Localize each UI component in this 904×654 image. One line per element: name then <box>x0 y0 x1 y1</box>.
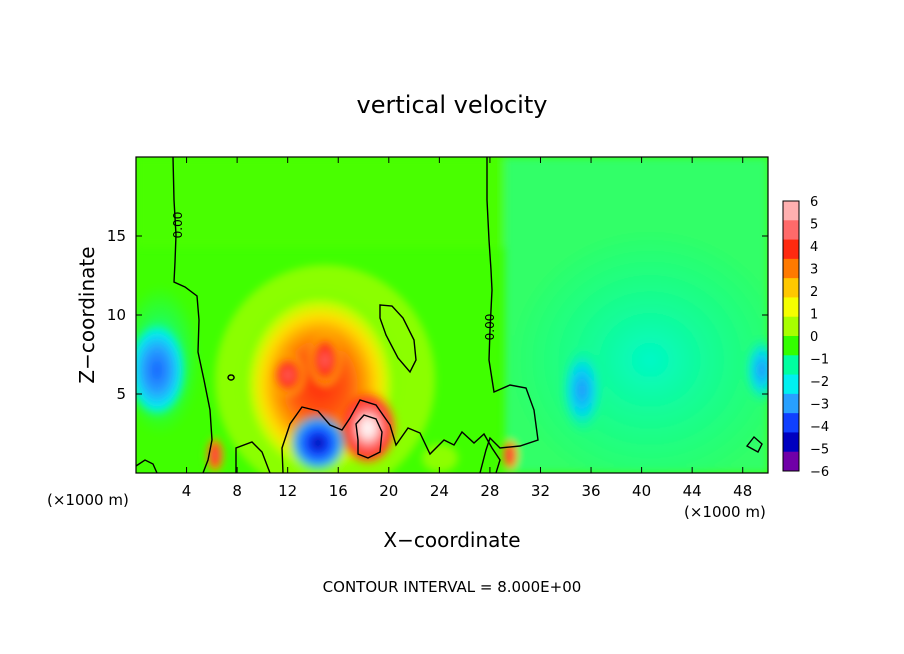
colorbar-swatch <box>783 220 799 241</box>
y-tick-label: 5 <box>116 385 126 403</box>
contour-island <box>379 304 417 374</box>
x-tick-label: 36 <box>581 482 600 500</box>
y-tick-label: 10 <box>107 306 126 324</box>
x-tick-label: 32 <box>531 482 550 500</box>
x-tick-label: 48 <box>733 482 752 500</box>
contour-left-bottom <box>136 459 158 473</box>
x-axis: 4 8 12 16 20 24 28 32 36 40 44 48 <box>182 157 752 500</box>
colorbar-swatch <box>783 451 799 472</box>
y-axis-label: Z−coordinate <box>75 246 99 383</box>
x-tick-label: 28 <box>480 482 499 500</box>
colorbar-label: 1 <box>810 308 818 323</box>
colorbar-label: −2 <box>810 375 829 390</box>
contour-interval-note: CONTOUR INTERVAL = 8.000E+00 <box>323 578 582 596</box>
contour-hot-core <box>355 414 383 459</box>
x-tick-label: 8 <box>232 482 242 500</box>
x-tick-label: 20 <box>379 482 398 500</box>
contour-mid <box>479 157 539 473</box>
x-tick-label: 24 <box>430 482 449 500</box>
colorbar-swatch <box>783 336 799 356</box>
updraft-core <box>338 390 398 466</box>
x-unit-right: (×1000 m) <box>684 503 766 521</box>
left-blue-cell <box>136 322 187 418</box>
colorbar-label: −5 <box>810 443 829 458</box>
colorbar-frame <box>782 200 800 472</box>
contour-small-blob <box>227 374 235 381</box>
x-tick-label: 16 <box>329 482 348 500</box>
colorbar-label: −6 <box>810 465 829 480</box>
y-tick-label: 15 <box>107 227 126 245</box>
colorbar-label: 0 <box>810 330 818 345</box>
colorbar-label: −4 <box>810 420 829 435</box>
zero-contours <box>136 157 763 473</box>
colorbar-swatch <box>783 258 799 279</box>
colorbar-swatch <box>783 393 799 414</box>
contour-lower-left <box>235 441 271 473</box>
colorbar-label: 5 <box>810 218 818 233</box>
colorbar-label: 3 <box>810 263 818 278</box>
colorbar-swatch <box>783 432 799 453</box>
colorbar-swatch <box>783 355 799 376</box>
colorbar-label: 4 <box>810 240 818 255</box>
chart-title: vertical velocity <box>357 91 548 119</box>
right-blue-cell <box>560 345 604 435</box>
colorbar: 6 5 4 3 2 1 0 −1 −2 −3 −4 −5 −6 <box>782 195 829 480</box>
contour-left <box>172 157 213 473</box>
y-axis: 5 10 15 <box>107 227 768 403</box>
contour-lower-mid <box>281 399 501 473</box>
x-axis-label: X−coordinate <box>383 528 520 552</box>
low-red-cell-right <box>502 439 518 471</box>
plot-area: 0.00 0.00 <box>136 157 768 473</box>
colorbar-swatch <box>783 374 799 395</box>
colorbar-swatch <box>783 201 799 221</box>
contour-label-left: 0.00 <box>171 212 185 239</box>
colorbar-label: 6 <box>810 195 818 210</box>
colorbar-label: −3 <box>810 398 829 413</box>
x-tick-label: 4 <box>182 482 192 500</box>
x-tick-label: 12 <box>278 482 297 500</box>
contour-right-edge <box>745 435 763 453</box>
x-tick-label: 40 <box>632 482 651 500</box>
colorbar-swatch <box>783 278 799 298</box>
updraft-lobe-mid <box>308 332 342 388</box>
downdraft-core <box>288 413 348 473</box>
colorbar-swatch <box>783 413 799 433</box>
contour-label-mid: 0.00 <box>483 314 497 341</box>
x-unit-left: (×1000 m) <box>47 491 129 509</box>
upper-field-lime <box>136 157 505 247</box>
right-edge-blue-cell <box>744 335 768 405</box>
colorbar-label: −1 <box>810 353 829 368</box>
updraft-lobe-left <box>270 353 306 397</box>
colorbar-swatch <box>783 239 799 260</box>
colorbar-swatch <box>783 297 799 318</box>
colorbar-label: 2 <box>810 285 818 300</box>
low-green-cell <box>422 444 458 472</box>
colorbar-swatch <box>783 316 799 337</box>
x-tick-label: 44 <box>683 482 702 500</box>
